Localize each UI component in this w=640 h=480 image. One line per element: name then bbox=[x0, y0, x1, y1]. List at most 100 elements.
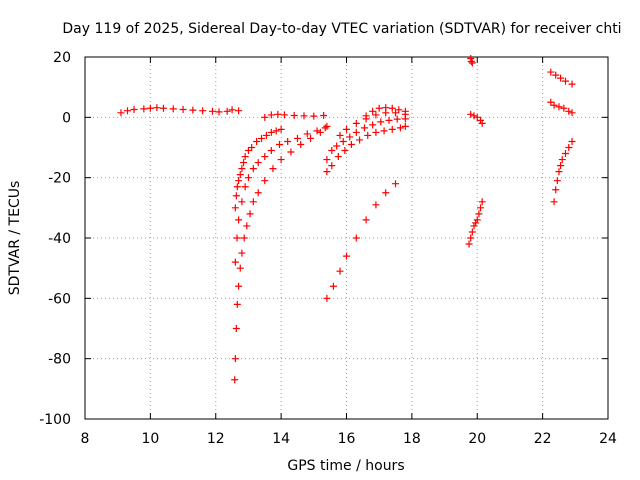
x-tick-label: 14 bbox=[272, 431, 290, 447]
data-point bbox=[467, 234, 475, 242]
x-tick-label: 22 bbox=[534, 431, 552, 447]
data-point bbox=[328, 162, 336, 170]
data-point bbox=[313, 127, 321, 135]
data-point bbox=[275, 140, 283, 148]
series-arc-d bbox=[231, 125, 285, 212]
data-point bbox=[468, 59, 476, 67]
data-point bbox=[372, 128, 380, 136]
data-point bbox=[393, 115, 401, 123]
data-point bbox=[346, 133, 354, 141]
data-point bbox=[380, 127, 388, 135]
data-point bbox=[258, 134, 266, 142]
x-tick-labels: 8 10 12 14 16 18 20 22 24 bbox=[81, 431, 617, 447]
y-tick-label: 0 bbox=[62, 110, 71, 126]
data-point bbox=[333, 142, 341, 150]
data-point bbox=[473, 113, 481, 121]
data-point bbox=[233, 234, 241, 242]
data-point bbox=[547, 68, 555, 76]
data-point bbox=[329, 282, 337, 290]
data-point bbox=[334, 153, 342, 161]
data-point bbox=[300, 112, 308, 120]
x-tick-label: 20 bbox=[468, 431, 486, 447]
data-point bbox=[240, 234, 248, 242]
data-point bbox=[254, 189, 262, 197]
data-point bbox=[343, 252, 350, 260]
data-point bbox=[240, 159, 248, 167]
data-point bbox=[253, 137, 261, 145]
data-point bbox=[465, 240, 473, 248]
data-point bbox=[293, 134, 301, 142]
data-point bbox=[262, 131, 270, 139]
data-point bbox=[467, 55, 475, 63]
data-point bbox=[336, 267, 344, 275]
y-axis-label: SDTVAR / TECUs bbox=[7, 181, 23, 296]
data-point bbox=[310, 112, 318, 120]
data-point bbox=[364, 131, 372, 139]
data-point bbox=[560, 104, 568, 112]
chart-title: Day 119 of 2025, Sidereal Day-to-day VTE… bbox=[62, 21, 621, 37]
data-point bbox=[236, 264, 244, 272]
data-point bbox=[467, 58, 475, 66]
data-point bbox=[238, 249, 246, 257]
data-point bbox=[267, 111, 275, 119]
y-tick-label: -40 bbox=[48, 231, 71, 247]
data-point bbox=[261, 153, 269, 161]
data-point bbox=[232, 325, 240, 332]
data-point bbox=[269, 165, 277, 173]
data-point bbox=[470, 222, 478, 230]
data-point bbox=[352, 119, 360, 127]
data-point bbox=[236, 171, 244, 179]
series-arc-f bbox=[231, 122, 331, 384]
data-point bbox=[547, 98, 555, 106]
data-point bbox=[552, 71, 560, 79]
data-point bbox=[392, 180, 400, 188]
data-point bbox=[382, 104, 390, 112]
data-point bbox=[241, 183, 249, 191]
data-point bbox=[352, 234, 360, 242]
data-point bbox=[362, 112, 370, 120]
data-point bbox=[117, 109, 125, 117]
x-tick-label: 24 bbox=[599, 431, 617, 447]
data-point bbox=[478, 198, 486, 206]
data-point bbox=[388, 125, 396, 133]
data-point bbox=[277, 125, 285, 133]
data-point bbox=[238, 198, 246, 206]
data-point bbox=[261, 113, 269, 121]
series-arc-k bbox=[362, 104, 409, 120]
data-point bbox=[248, 144, 256, 151]
data-point bbox=[223, 107, 231, 115]
data-point bbox=[228, 106, 236, 114]
data-point bbox=[235, 177, 243, 185]
series-arc-o bbox=[547, 68, 576, 88]
series-arc-b bbox=[223, 106, 243, 115]
data-point bbox=[343, 125, 350, 133]
data-point bbox=[321, 124, 329, 132]
y-tick-label: -60 bbox=[48, 291, 71, 307]
data-point bbox=[347, 140, 355, 148]
x-tick-label: 16 bbox=[338, 431, 356, 447]
data-point bbox=[328, 147, 336, 155]
data-point bbox=[369, 107, 377, 115]
data-point bbox=[396, 124, 404, 132]
data-point bbox=[280, 111, 288, 119]
data-point bbox=[477, 116, 485, 124]
data-point bbox=[235, 282, 243, 290]
series-arc-j bbox=[336, 109, 409, 139]
data-point bbox=[254, 159, 262, 167]
data-point bbox=[375, 104, 383, 112]
data-point bbox=[249, 198, 257, 206]
data-point bbox=[562, 150, 570, 158]
series-arc-g bbox=[323, 180, 400, 302]
data-point bbox=[307, 134, 315, 142]
data-point bbox=[231, 376, 239, 384]
data-point bbox=[231, 204, 239, 212]
series-arc-p bbox=[547, 98, 576, 117]
data-point bbox=[360, 124, 368, 132]
data-point bbox=[277, 156, 285, 164]
series-arc-e bbox=[231, 124, 329, 266]
data-point bbox=[568, 80, 576, 88]
data-point bbox=[555, 168, 563, 176]
data-point bbox=[199, 107, 207, 115]
data-point bbox=[372, 111, 380, 119]
data-point bbox=[267, 147, 275, 155]
